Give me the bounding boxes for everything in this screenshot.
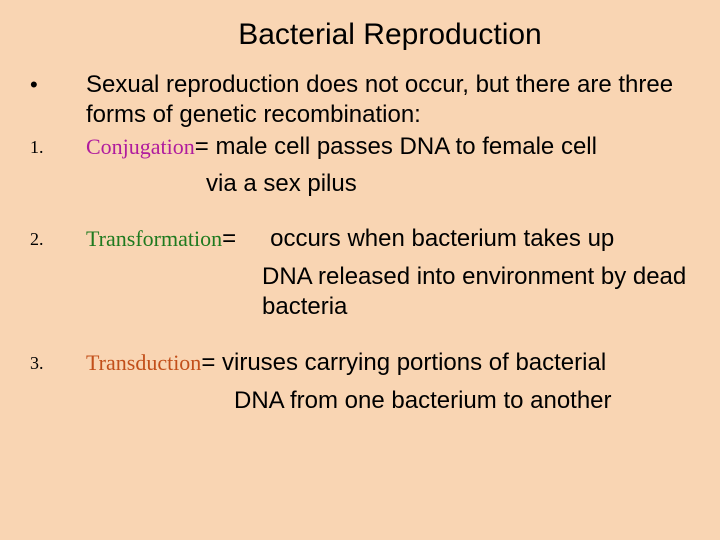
def-inline-1: = male cell passes DNA to female cell — [195, 133, 597, 160]
item-num-2: 2. — [30, 224, 86, 250]
term-transformation: Transformation — [86, 225, 222, 253]
item-content-1: Conjugation= male cell passes DNA to fem… — [86, 132, 690, 162]
item-content-2: Transformation= occurs when bacterium ta… — [86, 224, 690, 254]
intro-row: • Sexual reproduction does not occur, bu… — [30, 70, 690, 130]
slide-title: Bacterial Reproduction — [30, 18, 690, 52]
item-row-2: 2. Transformation= occurs when bacterium… — [30, 224, 690, 254]
slide: Bacterial Reproduction • Sexual reproduc… — [0, 0, 720, 416]
intro-bullet: • — [30, 70, 86, 98]
term-transduction: Transduction — [86, 350, 201, 375]
equals-2: = — [222, 224, 236, 254]
def-below-3: DNA from one bacterium to another — [234, 386, 690, 416]
def-below-2: DNA released into environment by dead ba… — [262, 262, 690, 322]
item-content-3: Transduction= viruses carrying portions … — [86, 348, 690, 378]
term-conjugation: Conjugation — [86, 134, 195, 159]
def-inline-2: occurs when bacterium takes up — [270, 224, 614, 254]
item-num-3: 3. — [30, 348, 86, 374]
item-num-1: 1. — [30, 132, 86, 158]
intro-text: Sexual reproduction does not occur, but … — [86, 70, 690, 130]
def-inline-3: = viruses carrying portions of bacterial — [201, 349, 606, 376]
def-below-1: via a sex pilus — [206, 170, 690, 198]
item-row-3: 3. Transduction= viruses carrying portio… — [30, 348, 690, 378]
item-row-1: 1. Conjugation= male cell passes DNA to … — [30, 132, 690, 162]
